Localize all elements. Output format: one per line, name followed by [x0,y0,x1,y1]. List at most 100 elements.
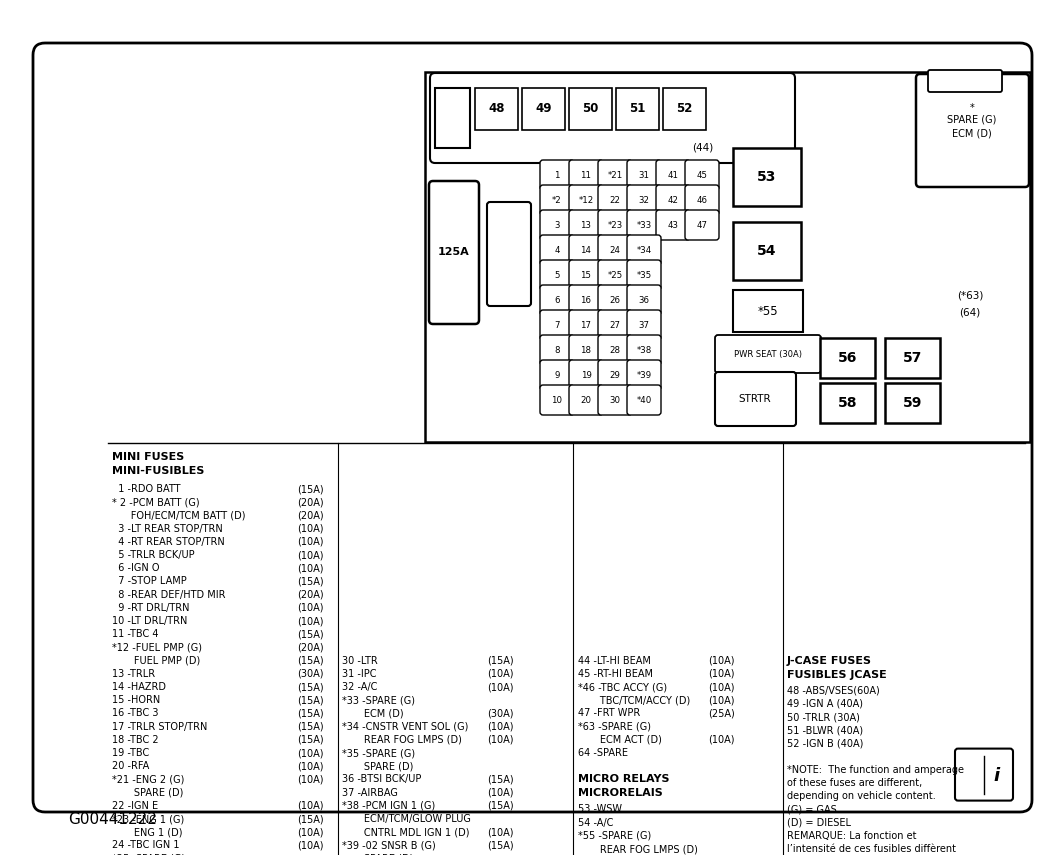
Text: (G) = GAS: (G) = GAS [787,805,837,815]
Text: 45 -RT-HI BEAM: 45 -RT-HI BEAM [578,669,653,679]
Text: 19: 19 [580,370,591,380]
FancyBboxPatch shape [487,202,532,306]
FancyBboxPatch shape [598,310,632,340]
Text: FUEL PMP (D): FUEL PMP (D) [112,656,200,665]
Text: 3 -LT REAR STOP/TRN: 3 -LT REAR STOP/TRN [112,523,223,534]
Text: 41: 41 [668,170,678,180]
Text: *35 -SPARE (G): *35 -SPARE (G) [342,748,416,758]
Text: 8 -REAR DEF/HTD MIR: 8 -REAR DEF/HTD MIR [112,590,225,599]
Bar [733,290,803,332]
Text: 6: 6 [554,296,560,304]
Text: (10A): (10A) [708,669,735,679]
Text: 16 -TBC 3: 16 -TBC 3 [112,709,158,718]
Text: FOH/ECM/TCM BATT (D): FOH/ECM/TCM BATT (D) [112,510,246,521]
Text: 15 -HORN: 15 -HORN [112,695,161,705]
Text: *12: *12 [578,196,593,204]
Text: MICRORELAIS: MICRORELAIS [578,788,662,799]
FancyBboxPatch shape [569,260,603,290]
Text: (10A): (10A) [487,682,513,692]
FancyBboxPatch shape [916,74,1029,187]
Text: 1 -RDO BATT: 1 -RDO BATT [112,484,181,494]
Text: 17 -TRLR STOP/TRN: 17 -TRLR STOP/TRN [112,722,207,732]
FancyBboxPatch shape [627,335,661,365]
Text: (15A): (15A) [297,576,323,587]
FancyBboxPatch shape [598,285,632,315]
Text: (15A): (15A) [297,722,323,732]
FancyBboxPatch shape [569,210,603,240]
Text: (10A): (10A) [708,695,735,705]
Text: (D) = DIESEL: (D) = DIESEL [787,817,851,828]
Text: (10A): (10A) [297,840,323,851]
Text: 30: 30 [609,396,621,404]
Text: (10A): (10A) [297,603,323,613]
Text: ENG 1 (D): ENG 1 (D) [112,827,183,837]
Text: J-CASE FUSES: J-CASE FUSES [787,656,872,665]
Text: (15A): (15A) [297,629,323,640]
FancyBboxPatch shape [569,285,603,315]
Text: depending on vehicle content.: depending on vehicle content. [787,791,935,801]
Text: (10A): (10A) [708,656,735,665]
Bar [475,88,518,130]
FancyBboxPatch shape [429,181,479,324]
FancyBboxPatch shape [598,385,632,415]
Text: 31: 31 [639,170,649,180]
Text: (15A): (15A) [297,682,323,692]
Text: 53 -WSW: 53 -WSW [578,805,622,815]
Text: 29: 29 [609,370,621,380]
FancyBboxPatch shape [569,360,603,390]
Bar [885,383,940,423]
FancyBboxPatch shape [627,310,661,340]
Text: 52: 52 [676,103,693,115]
Text: 46: 46 [696,196,708,204]
Text: l’intensité de ces fusibles diffèrent: l’intensité de ces fusibles diffèrent [787,844,956,854]
Text: 11: 11 [580,170,591,180]
Text: 14: 14 [580,245,591,255]
Text: 45: 45 [696,170,708,180]
Text: 13: 13 [580,221,591,229]
Text: *35: *35 [637,270,652,280]
Text: 18: 18 [580,345,591,355]
Text: (44): (44) [692,142,713,152]
Text: 37: 37 [639,321,649,329]
Text: (10A): (10A) [487,734,513,745]
Text: (10A): (10A) [487,722,513,732]
Text: 24 -TBC IGN 1: 24 -TBC IGN 1 [112,840,180,851]
Text: *34: *34 [637,245,652,255]
Text: (20A): (20A) [297,510,323,521]
Text: 31 -IPC: 31 -IPC [342,669,376,679]
Text: ECM/TCM/GLOW PLUG: ECM/TCM/GLOW PLUG [342,814,471,824]
Text: (15A): (15A) [297,484,323,494]
Text: (10A): (10A) [297,563,323,573]
Text: (30A): (30A) [297,669,323,679]
Text: (30A): (30A) [487,709,513,718]
Text: MINI-FUSIBLES: MINI-FUSIBLES [112,466,204,476]
FancyBboxPatch shape [928,70,1002,92]
Text: *23: *23 [607,221,623,229]
Text: 4 -RT REAR STOP/TRN: 4 -RT REAR STOP/TRN [112,537,224,547]
Text: 37 -AIRBAG: 37 -AIRBAG [342,787,398,798]
FancyBboxPatch shape [33,43,1032,812]
FancyBboxPatch shape [540,335,574,365]
FancyBboxPatch shape [540,285,574,315]
Text: 36: 36 [639,296,649,304]
Text: 10 -LT DRL/TRN: 10 -LT DRL/TRN [112,616,187,626]
Text: *39 -02 SNSR B (G): *39 -02 SNSR B (G) [342,840,436,851]
Bar [425,72,1030,442]
FancyBboxPatch shape [627,360,661,390]
Text: 54: 54 [757,244,777,258]
Text: 47 -FRT WPR: 47 -FRT WPR [578,709,640,718]
Text: MICRO RELAYS: MICRO RELAYS [578,775,670,784]
Text: *NOTE:  The function and amperage: *NOTE: The function and amperage [787,765,964,775]
Text: 14 -HAZRD: 14 -HAZRD [112,682,166,692]
Text: (10A): (10A) [297,827,323,837]
Text: (25A): (25A) [708,709,735,718]
Text: (15A): (15A) [487,775,513,784]
Text: (15A): (15A) [487,840,513,851]
Text: (15A): (15A) [487,656,513,665]
Text: STRTR: STRTR [739,394,772,404]
Text: 51: 51 [629,103,645,115]
FancyBboxPatch shape [569,185,603,215]
FancyBboxPatch shape [540,260,574,290]
Text: SPARE (D): SPARE (D) [342,853,414,855]
Text: 19 -TBC: 19 -TBC [112,748,149,758]
